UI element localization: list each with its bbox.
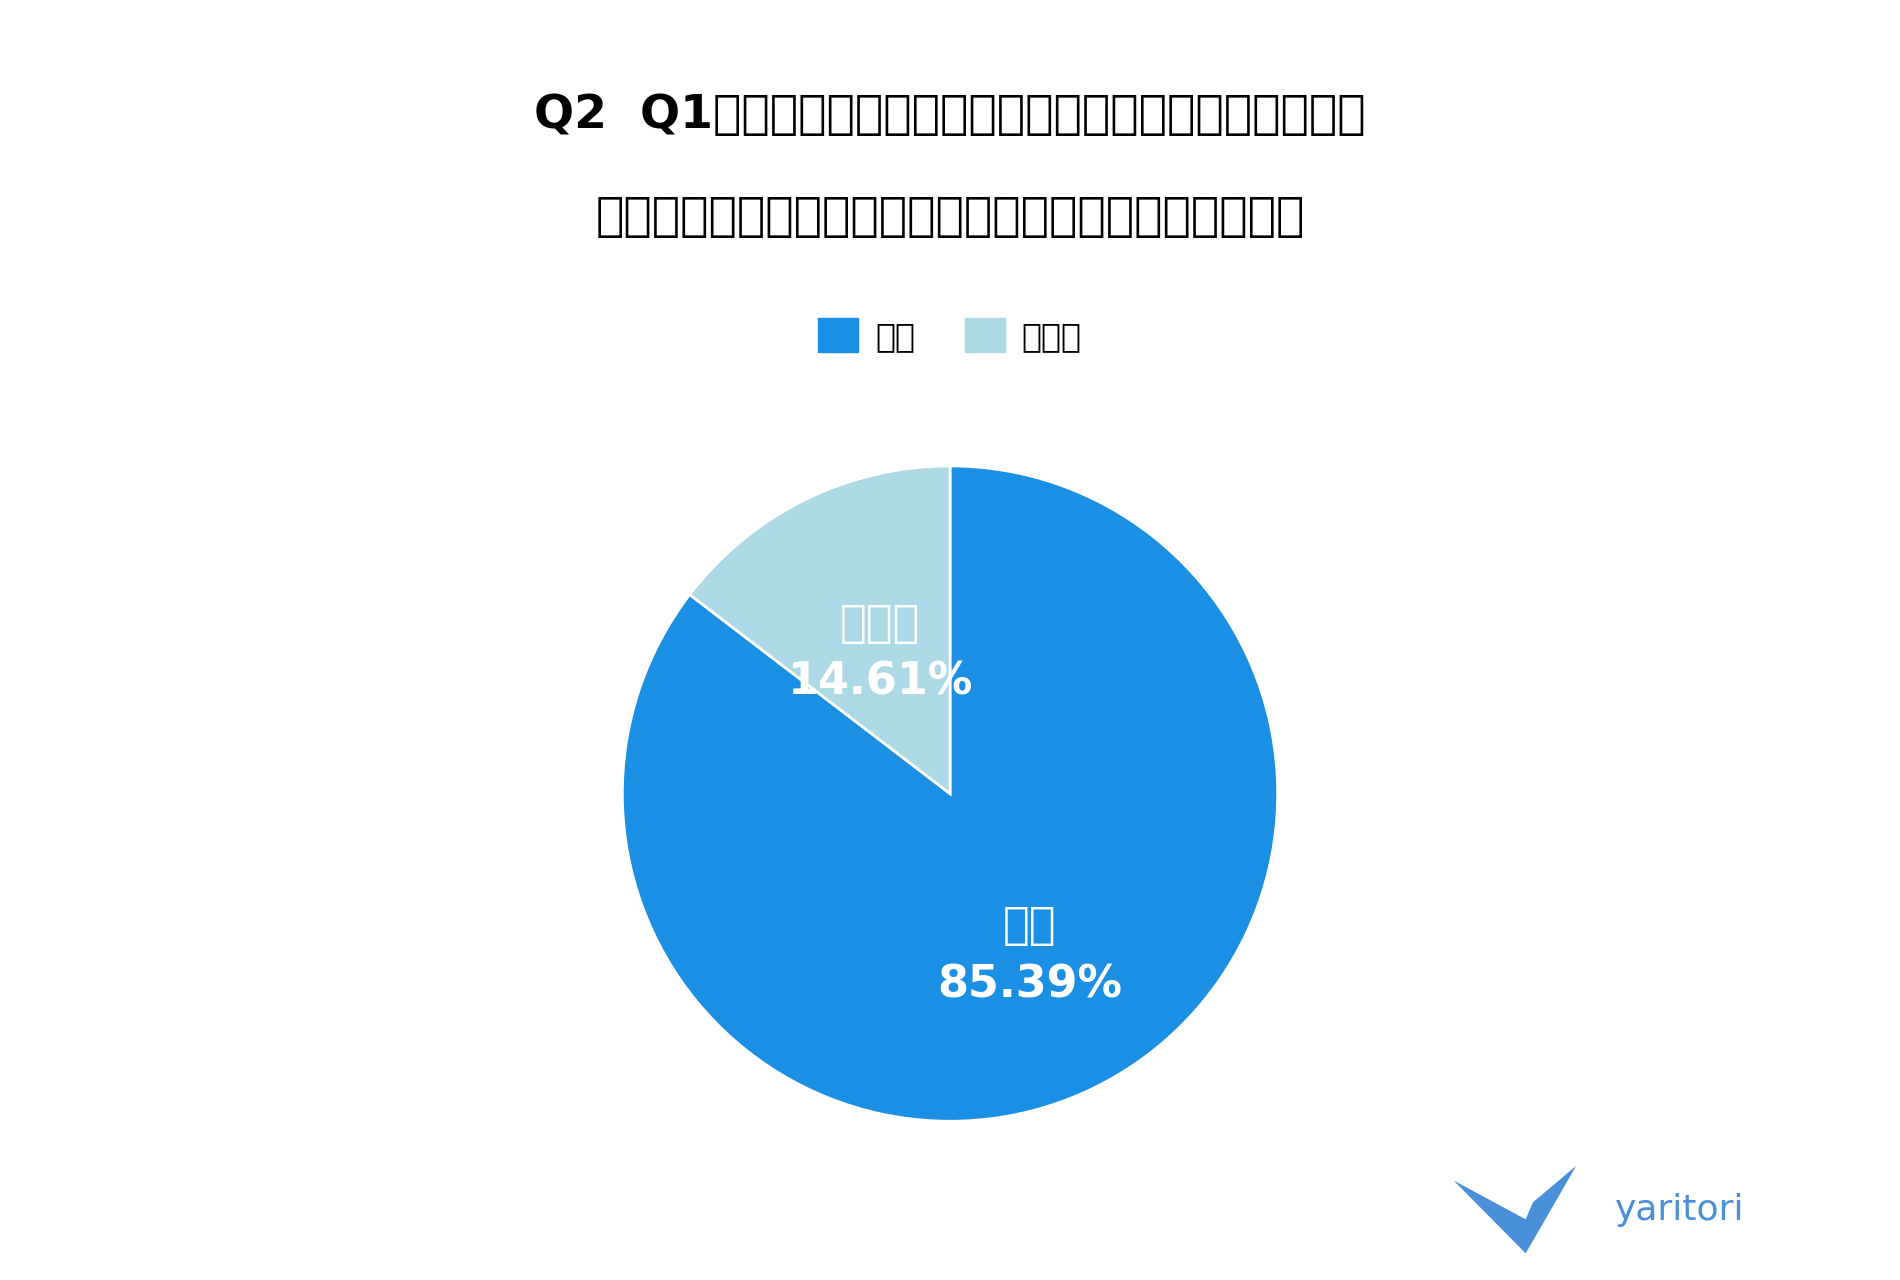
Text: はい: はい [1003,904,1056,947]
Text: Q2  Q1で「はい」と回答した方へ。休みの日に仕事の連絡: Q2 Q1で「はい」と回答した方へ。休みの日に仕事の連絡 [534,92,1366,138]
Text: yaritori: yaritori [1615,1193,1744,1226]
Text: 85.39%: 85.39% [937,963,1123,1006]
Wedge shape [623,466,1277,1121]
Wedge shape [690,466,950,794]
Legend: はい, いいえ: はい, いいえ [806,305,1094,366]
Text: いいえ: いいえ [840,602,920,645]
Text: （メール・チャット等）に返信したことがありますか？: （メール・チャット等）に返信したことがありますか？ [595,195,1305,241]
Text: 14.61%: 14.61% [788,660,973,704]
PathPatch shape [1454,1166,1577,1253]
